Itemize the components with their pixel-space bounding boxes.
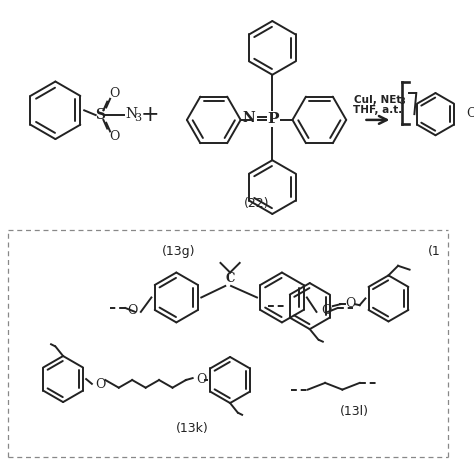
Text: O: O (96, 378, 106, 392)
Text: S: S (96, 108, 106, 122)
Text: THF, a.t.: THF, a.t. (353, 105, 402, 115)
Text: O: O (128, 304, 138, 318)
Text: (22): (22) (244, 197, 270, 210)
Text: O: O (321, 304, 332, 318)
Text: (13g): (13g) (162, 245, 195, 258)
Text: O: O (109, 130, 119, 143)
Text: (13k): (13k) (176, 422, 209, 436)
Text: (13l): (13l) (339, 405, 368, 418)
Text: O: O (345, 297, 355, 310)
Text: N: N (126, 107, 137, 121)
Text: CuI, NEt: CuI, NEt (354, 94, 401, 105)
Text: 3: 3 (400, 98, 406, 107)
Text: 3: 3 (134, 113, 141, 123)
Text: P: P (267, 112, 279, 126)
Text: +: + (140, 104, 159, 126)
Text: O: O (197, 373, 207, 385)
Text: (1: (1 (428, 245, 440, 258)
Text: C: C (226, 272, 235, 285)
Text: O: O (109, 88, 119, 100)
Text: O: O (466, 107, 474, 119)
Text: N: N (242, 111, 255, 125)
